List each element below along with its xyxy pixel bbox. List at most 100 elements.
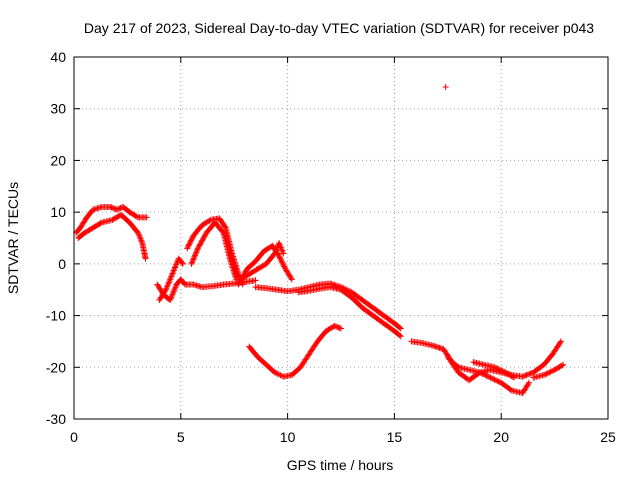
- data-point: [396, 332, 403, 339]
- data-point: [167, 276, 174, 283]
- data-point: [192, 250, 199, 257]
- data-point: [168, 271, 175, 278]
- data-point: [186, 241, 193, 248]
- data-point: [338, 325, 344, 332]
- data-point: [560, 361, 567, 368]
- data-point: [277, 256, 284, 263]
- data-point: [190, 256, 197, 263]
- data-point: [493, 364, 500, 371]
- series-track-f: [188, 219, 240, 283]
- data-point: [171, 287, 178, 294]
- data-point: [540, 372, 547, 379]
- data-point: [198, 238, 205, 245]
- data-point: [522, 372, 529, 379]
- data-point: [189, 259, 196, 266]
- data-point: [142, 255, 149, 262]
- data-point: [163, 285, 170, 292]
- data-point: [278, 258, 285, 265]
- data-point: [170, 290, 177, 297]
- data-point: [548, 368, 555, 375]
- data-point: [279, 260, 286, 267]
- data-point: [483, 372, 490, 379]
- data-point: [280, 262, 287, 269]
- x-tick-label: 5: [177, 429, 185, 445]
- data-point: [480, 371, 487, 378]
- data-point: [492, 377, 499, 384]
- data-point: [199, 237, 206, 244]
- data-point: [276, 371, 283, 378]
- x-tick-label: 25: [600, 429, 616, 445]
- data-point: [189, 258, 196, 265]
- data-point: [476, 369, 483, 376]
- data-point: [190, 255, 197, 262]
- data-point: [185, 242, 192, 249]
- data-point: [172, 264, 179, 271]
- data-point: [188, 260, 195, 267]
- data-point: [332, 323, 339, 330]
- data-point: [498, 367, 505, 374]
- data-point: [167, 295, 174, 302]
- series-outlier: [442, 83, 449, 90]
- y-tick-label: 10: [50, 204, 66, 220]
- data-point: [195, 244, 202, 251]
- data-point: [138, 238, 145, 245]
- data-point: [397, 325, 404, 332]
- y-tick-label: 0: [58, 256, 66, 272]
- data-point: [235, 271, 242, 278]
- data-point: [186, 240, 193, 247]
- data-point: [486, 373, 493, 380]
- chart-title: Day 217 of 2023, Sidereal Day-to-day VTE…: [84, 20, 594, 36]
- data-point: [491, 364, 498, 371]
- series-track-j: [295, 284, 404, 340]
- data-point: [544, 370, 551, 377]
- data-point: [482, 372, 489, 379]
- data-point: [221, 223, 228, 230]
- data-point: [107, 203, 114, 210]
- series-track-g: [235, 242, 295, 288]
- data-point: [546, 369, 553, 376]
- data-point: [479, 370, 486, 377]
- data-point: [135, 231, 142, 238]
- plot-frame: [73, 56, 609, 420]
- data-point: [113, 206, 120, 213]
- data-point: [135, 229, 142, 236]
- data-point: [168, 273, 175, 280]
- data-point: [487, 374, 494, 381]
- data-point: [170, 267, 177, 274]
- data-point: [167, 274, 174, 281]
- data-point: [491, 376, 498, 383]
- data-point: [272, 249, 279, 256]
- data-point: [108, 204, 115, 211]
- y-tick-label: 30: [50, 101, 66, 117]
- data-point: [495, 378, 502, 385]
- data-point: [97, 220, 104, 227]
- data-point: [527, 370, 534, 377]
- data-point: [184, 245, 191, 252]
- data-point: [507, 386, 514, 393]
- data-point: [271, 250, 278, 257]
- data-point: [334, 323, 341, 330]
- data-point: [194, 245, 201, 252]
- y-tick-label: -30: [46, 411, 66, 427]
- data-point: [188, 236, 195, 243]
- data-point: [184, 244, 191, 251]
- data-point: [442, 83, 449, 90]
- data-point: [200, 235, 207, 241]
- data-point: [288, 276, 295, 283]
- x-tick-label: 10: [280, 429, 296, 445]
- data-point: [276, 253, 283, 260]
- data-point: [279, 247, 286, 254]
- data-point: [271, 369, 278, 376]
- data-point: [511, 374, 518, 381]
- y-tick-label: 20: [50, 152, 66, 168]
- data-point: [277, 243, 284, 250]
- x-tick-label: 20: [493, 429, 509, 445]
- data-point: [236, 280, 243, 287]
- data-point: [525, 379, 532, 386]
- data-point: [525, 381, 532, 388]
- series-track-a: [73, 203, 150, 236]
- data-point: [276, 240, 283, 247]
- data-point: [235, 281, 242, 288]
- data-point: [138, 237, 145, 244]
